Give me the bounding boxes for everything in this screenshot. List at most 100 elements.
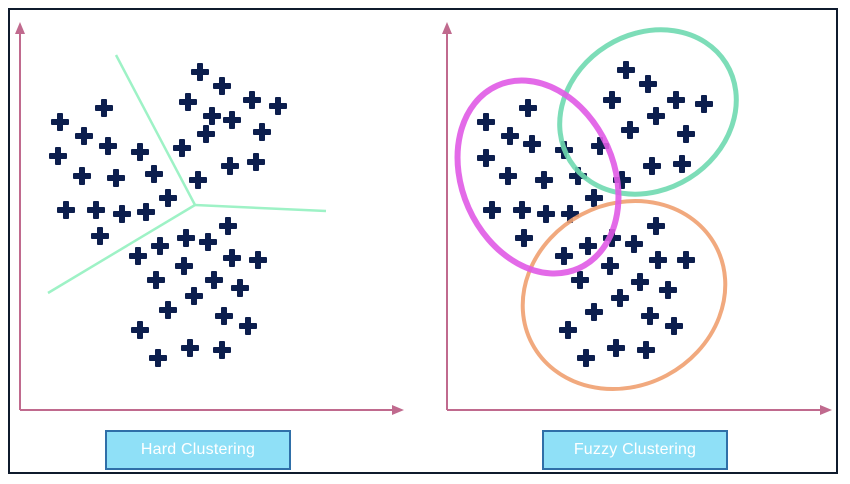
plus-marker-icon (189, 171, 207, 189)
arrow-right-icon (392, 405, 404, 415)
plus-marker-icon (147, 271, 165, 289)
plus-marker-icon (665, 317, 683, 335)
plus-marker-icon (585, 303, 603, 321)
plus-marker-icon (577, 349, 595, 367)
plus-marker-icon (477, 149, 495, 167)
plus-marker-icon (87, 201, 105, 219)
cluster-ellipse-magenta (454, 77, 622, 277)
plus-marker-icon (513, 201, 531, 219)
plus-marker-icon (519, 99, 537, 117)
plus-marker-icon (239, 317, 257, 335)
hard-axes (15, 22, 404, 415)
plus-marker-icon (107, 169, 125, 187)
plus-marker-icon (537, 205, 555, 223)
plus-marker-icon (159, 301, 177, 319)
plus-marker-icon (145, 165, 163, 183)
hard-clustering-label: Hard Clustering (105, 430, 291, 470)
plus-marker-icon (601, 257, 619, 275)
plus-marker-icon (231, 279, 249, 297)
plus-marker-icon (113, 205, 131, 223)
plus-marker-icon (571, 271, 589, 289)
plus-marker-icon (181, 339, 199, 357)
plus-marker-icon (647, 107, 665, 125)
plus-marker-icon (95, 99, 113, 117)
arrow-up-icon (15, 22, 25, 34)
plus-marker-icon (203, 107, 221, 125)
plus-marker-icon (559, 321, 577, 339)
arrow-up-icon (442, 22, 452, 34)
hard-cluster-boundaries (47, 54, 327, 295)
plus-marker-icon (129, 247, 147, 265)
plus-marker-icon (607, 339, 625, 357)
plus-marker-icon (149, 349, 167, 367)
plus-marker-icon (535, 171, 553, 189)
plus-marker-icon (555, 247, 573, 265)
plus-marker-icon (223, 111, 241, 129)
plus-marker-icon (185, 287, 203, 305)
plus-marker-icon (73, 167, 91, 185)
plus-marker-icon (603, 91, 621, 109)
plus-marker-icon (695, 95, 713, 113)
plus-marker-icon (515, 229, 533, 247)
plus-marker-icon (51, 113, 69, 131)
plus-marker-icon (57, 201, 75, 219)
plus-marker-icon (253, 123, 271, 141)
fuzzy-cluster-ellipses (454, 27, 739, 392)
plus-marker-icon (175, 257, 193, 275)
plus-marker-icon (585, 189, 603, 207)
plus-marker-icon (131, 143, 149, 161)
fuzzy-clustering-label: Fuzzy Clustering (542, 430, 728, 470)
plus-marker-icon (649, 251, 667, 269)
plus-marker-icon (131, 321, 149, 339)
plus-marker-icon (677, 251, 695, 269)
plus-marker-icon (221, 157, 239, 175)
plus-marker-icon (137, 203, 155, 221)
fuzzy-points (477, 61, 713, 367)
plus-marker-icon (199, 233, 217, 251)
plus-marker-icon (483, 201, 501, 219)
plus-marker-icon (639, 75, 657, 93)
plus-marker-icon (637, 341, 655, 359)
plus-marker-icon (499, 167, 517, 185)
plus-marker-icon (523, 135, 541, 153)
plus-marker-icon (677, 125, 695, 143)
plus-marker-icon (249, 251, 267, 269)
plus-marker-icon (197, 125, 215, 143)
plus-marker-icon (219, 217, 237, 235)
plus-marker-icon (223, 249, 241, 267)
plus-marker-icon (621, 121, 639, 139)
plus-marker-icon (617, 61, 635, 79)
plus-marker-icon (673, 155, 691, 173)
plus-marker-icon (243, 91, 261, 109)
plus-marker-icon (659, 281, 677, 299)
plus-marker-icon (631, 273, 649, 291)
figure-frame (8, 8, 838, 474)
plus-marker-icon (173, 139, 191, 157)
fuzzy-axes (442, 22, 832, 415)
plus-marker-icon (477, 113, 495, 131)
plus-marker-icon (99, 137, 117, 155)
plus-marker-icon (611, 289, 629, 307)
plus-marker-icon (625, 235, 643, 253)
cluster-ellipse-orange (520, 198, 728, 392)
plus-marker-icon (501, 127, 519, 145)
hard-points (49, 63, 287, 367)
plus-marker-icon (91, 227, 109, 245)
plus-marker-icon (579, 237, 597, 255)
plus-marker-icon (213, 77, 231, 95)
plus-marker-icon (159, 189, 177, 207)
plus-marker-icon (667, 91, 685, 109)
plus-marker-icon (269, 97, 287, 115)
plus-marker-icon (641, 307, 659, 325)
plus-marker-icon (643, 157, 661, 175)
plus-marker-icon (75, 127, 93, 145)
plus-marker-icon (205, 271, 223, 289)
plus-marker-icon (177, 229, 195, 247)
arrow-right-icon (820, 405, 832, 415)
plus-marker-icon (247, 153, 265, 171)
plus-marker-icon (179, 93, 197, 111)
cluster-ellipse-green (557, 27, 739, 197)
plus-marker-icon (151, 237, 169, 255)
plus-marker-icon (49, 147, 67, 165)
plus-marker-icon (191, 63, 209, 81)
